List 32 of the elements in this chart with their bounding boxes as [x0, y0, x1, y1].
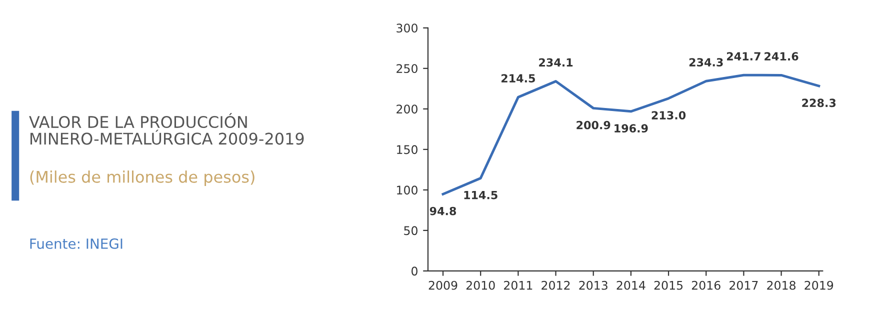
y-tick-label: 150 [397, 145, 418, 154]
x-tick-label: 2012 [542, 280, 570, 290]
text: (Miles de millones de pesos) [30, 170, 254, 186]
x-tick-label: 2013 [579, 280, 608, 290]
data-label: 234.3 [689, 58, 723, 66]
y-tick-label: 100 [397, 186, 418, 195]
data-label: 241.6 [764, 52, 798, 61]
y-tick-label: 50 [404, 226, 418, 236]
y-tick-label: 250 [396, 64, 418, 74]
text: VALOR DE LA PRODUCCIÓN MINERO-METALÚRGICA 2009-2019 [29, 113, 304, 145]
x-tick-label: 2017 [730, 280, 758, 290]
x-tick-label: 2009 [428, 280, 458, 290]
data-label: 234.1 [539, 58, 573, 67]
x-tick-label: 2016 [692, 280, 720, 290]
x-tick-label: 2010 [466, 280, 495, 290]
y-tick-label: 300 [396, 24, 418, 33]
x-tick-label: 2019 [804, 280, 834, 290]
data-label: 196.9 [614, 124, 648, 133]
x-tick-label: 2015 [654, 280, 683, 290]
data-label: 114.5 [464, 191, 498, 200]
data-label: 200.9 [576, 120, 610, 130]
y-tick-label: 200 [396, 104, 418, 114]
source-note: Fuente: INEGI [30, 238, 122, 249]
data-label: 213.0 [652, 111, 686, 120]
x-tick-label: 2018 [767, 280, 796, 290]
data-label: 228.3 [802, 98, 836, 108]
x-tick-label: 2011 [504, 280, 532, 290]
data-label: 241.7 [727, 52, 760, 60]
y-tick-label: 0 [412, 266, 418, 276]
x-tick-label: 2014 [616, 280, 646, 290]
data-label: 94.8 [430, 206, 456, 216]
data-label: 214.5 [501, 74, 535, 83]
